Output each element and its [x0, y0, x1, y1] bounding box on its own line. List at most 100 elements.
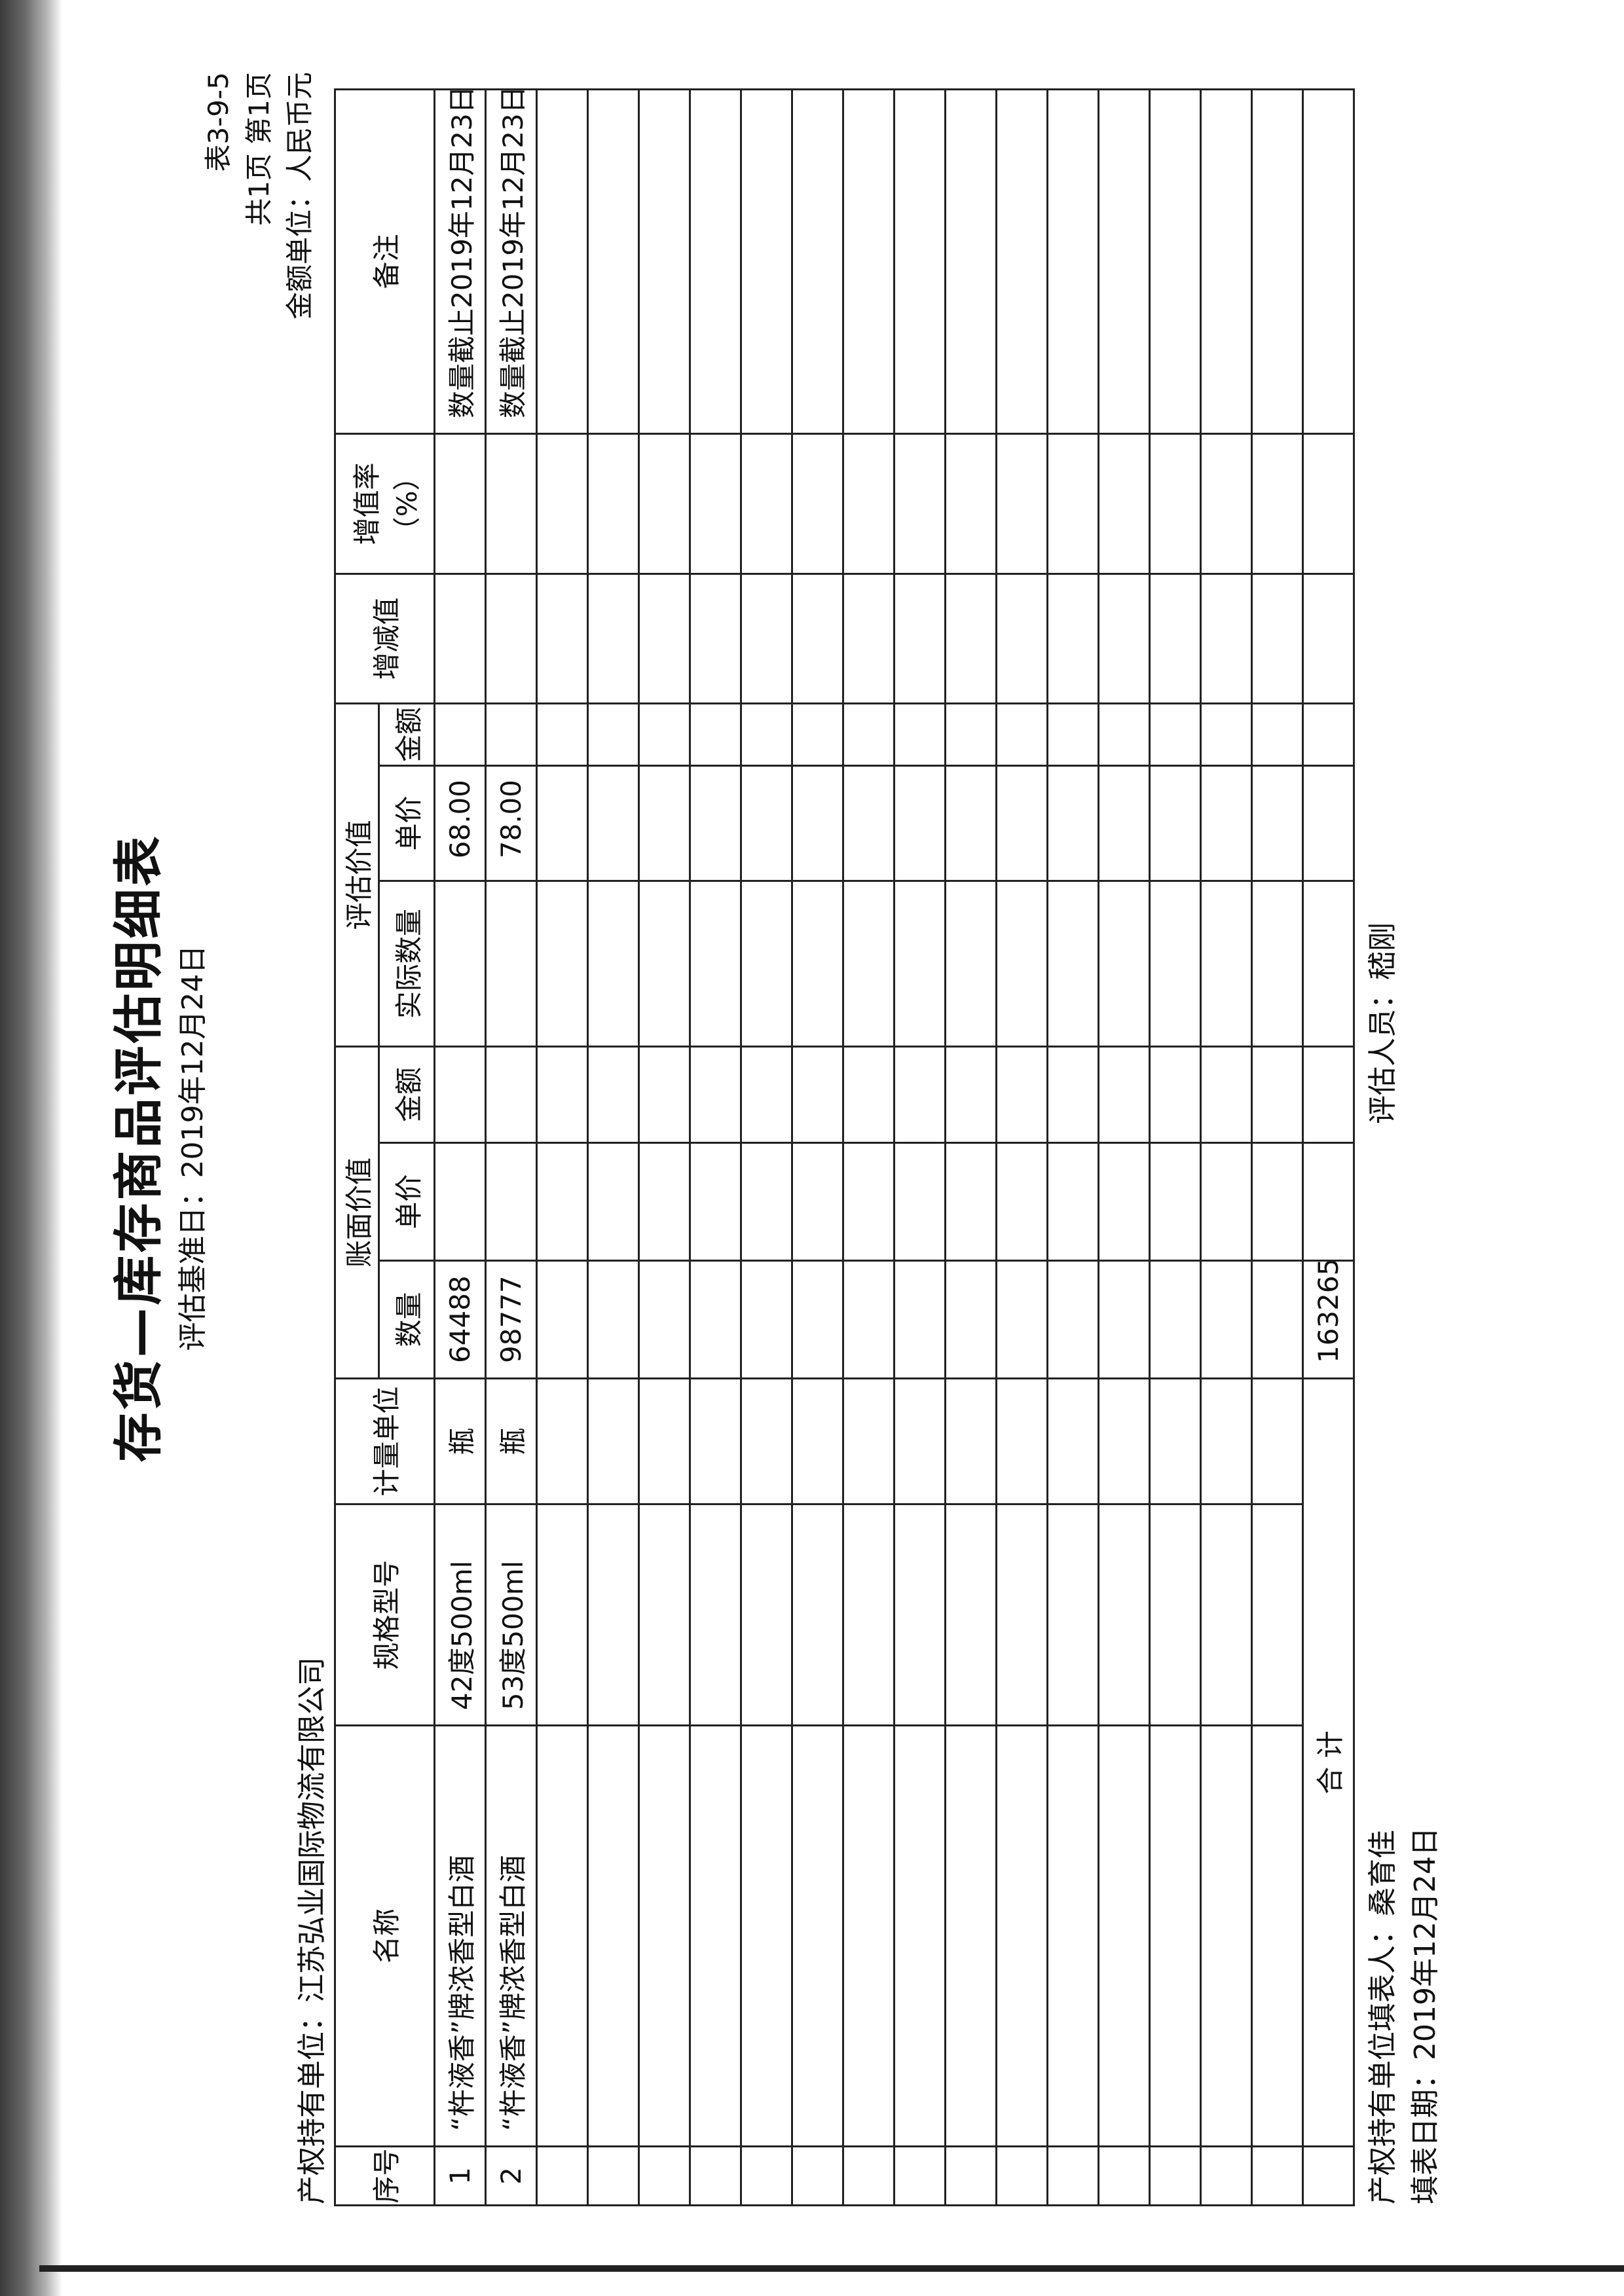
empty-cell — [638, 2146, 690, 2206]
empty-cell — [587, 1725, 639, 2147]
empty-cell — [792, 703, 843, 766]
empty-cell — [1098, 703, 1150, 766]
empty-cell — [792, 433, 843, 574]
empty-cell — [587, 765, 639, 881]
header-eval-amount: 金额 — [378, 703, 435, 766]
cell-remark: 数量截止2019年12月23日 — [434, 89, 486, 434]
empty-cell — [792, 1046, 843, 1143]
empty-cell — [536, 703, 588, 766]
empty-cell — [1200, 1725, 1252, 2147]
empty-cell — [1047, 433, 1099, 574]
empty-cell — [536, 1142, 588, 1261]
total-row: 合 计 163265 — [1302, 89, 1354, 2206]
empty-cell — [1149, 1142, 1201, 1261]
empty-cell — [792, 1260, 843, 1379]
empty-cell — [945, 765, 997, 881]
empty-cell — [1251, 1378, 1303, 1504]
empty-cell — [1251, 703, 1303, 766]
empty-cell — [792, 1142, 843, 1261]
empty-cell — [843, 1504, 895, 1726]
empty-cell — [945, 1504, 997, 1726]
empty-cell — [894, 703, 946, 766]
empty-cell — [1302, 1046, 1354, 1143]
empty-cell — [638, 765, 690, 881]
empty-cell — [690, 1046, 741, 1143]
empty-cell — [1200, 89, 1252, 434]
empty-cell — [1047, 574, 1099, 704]
empty-cell — [894, 574, 946, 704]
empty-row — [587, 89, 639, 2206]
empty-cell — [1302, 703, 1354, 766]
empty-cell — [945, 703, 997, 766]
table-row: 1 “杵液香”牌浓香型白酒 42度500ml 瓶 64488 68.00 数量截止2019年… — [434, 89, 486, 2206]
empty-cell — [996, 433, 1048, 574]
cell-unit: 瓶 — [434, 1378, 486, 1504]
cell-eval-price: 68.00 — [434, 765, 486, 881]
empty-cell — [1251, 574, 1303, 704]
empty-cell — [1149, 703, 1201, 766]
empty-cell — [996, 2146, 1048, 2206]
cell-remark: 数量截止2019年12月23日 — [485, 89, 537, 434]
header-eval-price: 单价 — [378, 765, 435, 881]
empty-cell — [945, 574, 997, 704]
empty-cell — [690, 574, 741, 704]
cell-eval-qty — [485, 881, 537, 1047]
empty-cell — [894, 2146, 946, 2206]
empty-cell — [792, 1504, 843, 1726]
header-remark: 备注 — [335, 89, 435, 434]
empty-row — [792, 89, 843, 2206]
empty-cell — [945, 1260, 997, 1379]
empty-cell — [741, 703, 792, 766]
empty-cell — [536, 1504, 588, 1726]
empty-cell — [587, 1260, 639, 1379]
empty-cell — [741, 1142, 792, 1261]
empty-cell — [1251, 2146, 1303, 2206]
empty-cell — [894, 1378, 946, 1504]
empty-row — [1149, 89, 1201, 2206]
empty-cell — [741, 1046, 792, 1143]
empty-cell — [587, 433, 639, 574]
empty-cell — [1047, 1504, 1099, 1726]
empty-cell — [945, 89, 997, 434]
empty-cell — [1149, 433, 1201, 574]
cell-book-qty: 64488 — [434, 1260, 486, 1379]
header-book-amount: 金额 — [378, 1046, 435, 1143]
empty-cell — [1302, 765, 1354, 881]
header-unit: 计量单位 — [335, 1378, 435, 1504]
empty-cell — [1200, 1260, 1252, 1379]
empty-cell — [996, 881, 1048, 1047]
cell-eval-price: 78.00 — [485, 765, 537, 881]
empty-cell — [1047, 881, 1099, 1047]
header-seq: 序号 — [335, 2146, 435, 2206]
empty-cell — [536, 765, 588, 881]
empty-cell — [741, 2146, 792, 2206]
empty-row — [638, 89, 690, 2206]
empty-cell — [1251, 881, 1303, 1047]
empty-cell — [587, 1046, 639, 1143]
empty-row — [536, 89, 588, 2206]
empty-cell — [587, 881, 639, 1047]
empty-cell — [1149, 1725, 1201, 2147]
empty-cell — [638, 433, 690, 574]
empty-cell — [1200, 2146, 1252, 2206]
empty-cell — [638, 1725, 690, 2147]
empty-cell — [536, 1260, 588, 1379]
empty-cell — [1047, 1378, 1099, 1504]
empty-cell — [1251, 89, 1303, 434]
empty-row — [741, 89, 792, 2206]
empty-cell — [690, 703, 741, 766]
empty-cell — [536, 881, 588, 1047]
empty-cell — [945, 881, 997, 1047]
empty-cell — [894, 881, 946, 1047]
cell-eval-amount — [434, 703, 486, 766]
empty-cell — [638, 1046, 690, 1143]
empty-cell — [1251, 1046, 1303, 1143]
empty-cell — [1098, 1260, 1150, 1379]
cell-spec: 42度500ml — [434, 1504, 486, 1726]
header-book-qty: 数量 — [378, 1260, 435, 1379]
empty-cell — [536, 1725, 588, 2147]
scan-edge — [39, 2265, 1624, 2272]
fill-date: 填表日期：2019年12月24日 — [1409, 1827, 1442, 2204]
empty-cell — [1251, 433, 1303, 574]
